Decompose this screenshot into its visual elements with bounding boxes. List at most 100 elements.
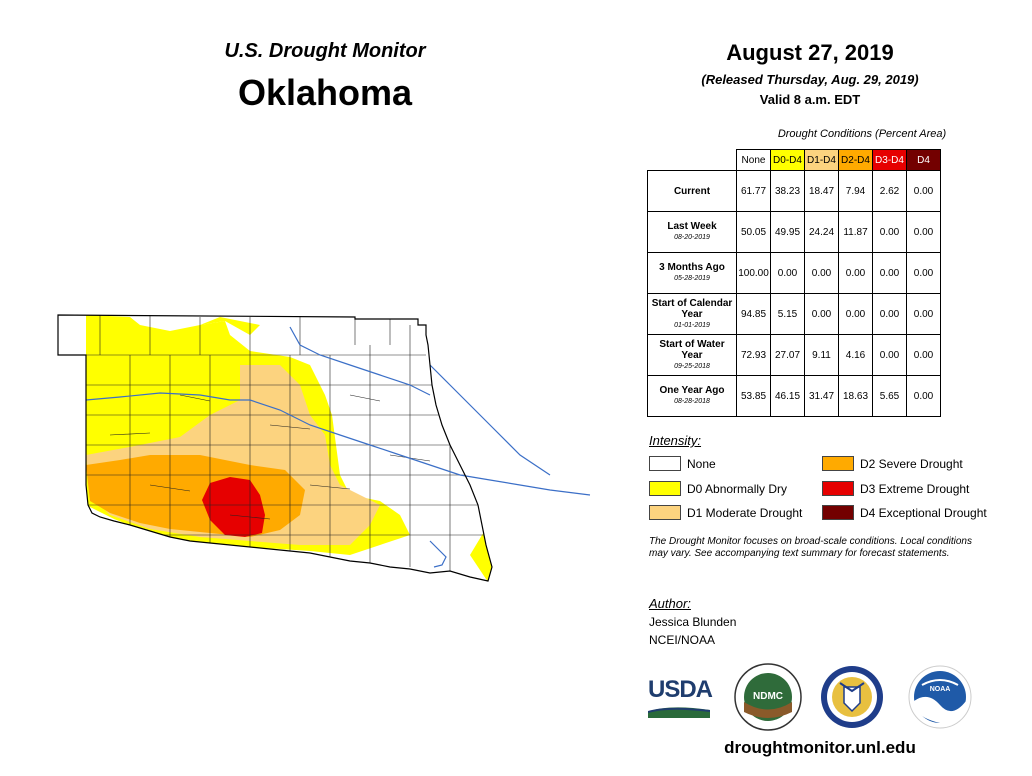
table-cell: 11.87 <box>838 211 873 253</box>
table-row: One Year Ago 08-28-2018 53.85 46.15 31.47 18.… <box>647 375 941 417</box>
table-cell: 7.94 <box>838 170 873 212</box>
column-header: D4 <box>906 149 941 171</box>
legend-label: D2 Severe Drought <box>860 456 963 471</box>
table-cell: 0.00 <box>770 252 805 294</box>
usda-logo-swoosh <box>648 707 710 718</box>
ndmc-logo-text: NDMC <box>753 691 783 702</box>
legend-item: D0 Abnormally Dry <box>649 481 787 496</box>
table-header-row: None D0-D4 D1-D4 D2-D4 D3-D4 D4 <box>648 149 941 171</box>
usda-logo: USDA <box>648 676 713 704</box>
legend-swatch <box>649 481 681 496</box>
row-date: 05-28-2019 <box>674 275 710 282</box>
table-row: Last Week 08-20-2019 50.05 49.95 24.24 11.87 0… <box>647 211 941 253</box>
table-cell: 18.63 <box>838 375 873 417</box>
column-header: None <box>736 149 771 171</box>
legend-label: D1 Moderate Drought <box>687 505 803 520</box>
table-cell: 0.00 <box>804 293 839 335</box>
usda-logo-text: USDA <box>648 676 713 703</box>
legend-label: D4 Exceptional Drought <box>860 505 987 520</box>
valid-time: Valid 8 a.m. EDT <box>759 92 861 107</box>
noaa-logo: NOAA <box>908 665 972 729</box>
row-label-text: 3 Months Ago <box>659 262 725 273</box>
table-cell: 94.85 <box>736 293 771 335</box>
row-label-text: Last Week <box>667 221 717 232</box>
legend-swatch <box>822 505 854 520</box>
rivers <box>85 326 591 568</box>
table-cell: 0.00 <box>906 211 941 253</box>
row-label: Current <box>647 170 737 212</box>
legend-label: None <box>687 456 716 471</box>
noaa-logo-text: NOAA <box>930 686 951 693</box>
disclaimer-note: The Drought Monitor focuses on broad-sca… <box>649 536 972 559</box>
table-cell: 61.77 <box>736 170 771 212</box>
table-cell: 9.11 <box>804 334 839 376</box>
legend-swatch <box>649 456 681 471</box>
column-header: D0-D4 <box>770 149 805 171</box>
legend-label: D3 Extreme Drought <box>860 481 970 496</box>
column-header: D3-D4 <box>872 149 907 171</box>
row-date: 09-25-2018 <box>674 362 710 370</box>
legend-item: D2 Severe Drought <box>822 456 963 471</box>
legend-item: D4 Exceptional Drought <box>822 505 987 520</box>
row-label: Start of Water Year 09-25-2018 <box>647 334 737 376</box>
table-cell: 72.93 <box>736 334 771 376</box>
map-date: August 27, 2019 <box>726 40 894 65</box>
table-cell: 50.05 <box>736 211 771 253</box>
ndmc-logo: NDMC <box>734 663 802 731</box>
legend-item: D3 Extreme Drought <box>822 481 969 496</box>
table-cell: 0.00 <box>872 334 907 376</box>
website-url: droughtmonitor.unl.edu <box>724 738 916 757</box>
row-label: Start of Calendar Year 01-01-2019 <box>647 293 737 335</box>
commerce-seal <box>821 666 883 728</box>
header-blank <box>648 150 737 171</box>
table-cell: 2.62 <box>872 170 907 212</box>
table-cell: 0.00 <box>906 334 941 376</box>
legend-item: None <box>649 456 716 471</box>
legend-label: D0 Abnormally Dry <box>687 481 788 496</box>
legend-item: D1 Moderate Drought <box>649 505 802 520</box>
table-row: Current 61.77 38.23 18.47 7.94 2.62 0.00 <box>647 170 941 212</box>
table-cell: 0.00 <box>872 293 907 335</box>
drought-conditions-table: None D0-D4 D1-D4 D2-D4 D3-D4 D4 Current 6… <box>647 149 941 417</box>
row-label-text: One Year Ago <box>659 385 725 396</box>
legend-title: Intensity: <box>649 433 702 448</box>
row-label-text: Start of Water Year <box>659 338 725 361</box>
table-cell: 0.00 <box>804 252 839 294</box>
table-cell: 53.85 <box>736 375 771 417</box>
row-date: 01-01-2019 <box>674 321 710 329</box>
table-cell: 0.00 <box>906 252 941 294</box>
oklahoma-drought-map <box>57 314 591 582</box>
table-cell: 49.95 <box>770 211 805 253</box>
row-label: Last Week 08-20-2019 <box>647 211 737 253</box>
table-cell: 27.07 <box>770 334 805 376</box>
row-label: 3 Months Ago 05-28-2019 <box>647 252 737 294</box>
table-cell: 0.00 <box>906 375 941 417</box>
map-title: Oklahoma <box>237 72 413 113</box>
table-row: 3 Months Ago 05-28-2019 100.00 0.00 0.00 0.00… <box>647 252 941 294</box>
table-caption: Drought Conditions (Percent Area) <box>777 128 947 140</box>
release-date: (Released Thursday, Aug. 29, 2019) <box>701 72 919 87</box>
table-cell: 46.15 <box>770 375 805 417</box>
row-label: One Year Ago 08-28-2018 <box>647 375 737 417</box>
row-label-text: Start of Calendar Year <box>651 297 733 320</box>
legend-swatch <box>649 505 681 520</box>
table-cell: 0.00 <box>838 293 873 335</box>
legend-swatch <box>822 456 854 471</box>
table-cell: 5.65 <box>872 375 907 417</box>
author-heading: Author: <box>649 596 691 611</box>
table-cell: 18.47 <box>804 170 839 212</box>
table-cell: 100.00 <box>736 252 771 294</box>
state-outline <box>57 314 493 582</box>
table-cell: 0.00 <box>906 293 941 335</box>
county-boundaries <box>86 315 486 571</box>
table-cell: 5.15 <box>770 293 805 335</box>
author-name: Jessica Blunden <box>649 615 737 629</box>
table-row: Start of Calendar Year 01-01-2019 94.85 5.1… <box>647 293 941 335</box>
legend-swatch <box>822 481 854 496</box>
column-header: D1-D4 <box>804 149 839 171</box>
row-label-text: Current <box>673 185 711 197</box>
table-row: Start of Water Year 09-25-2018 72.93 27.07 9… <box>647 334 941 376</box>
table-cell: 0.00 <box>906 170 941 212</box>
table-cell: 0.00 <box>872 211 907 253</box>
table-cell: 0.00 <box>838 252 873 294</box>
